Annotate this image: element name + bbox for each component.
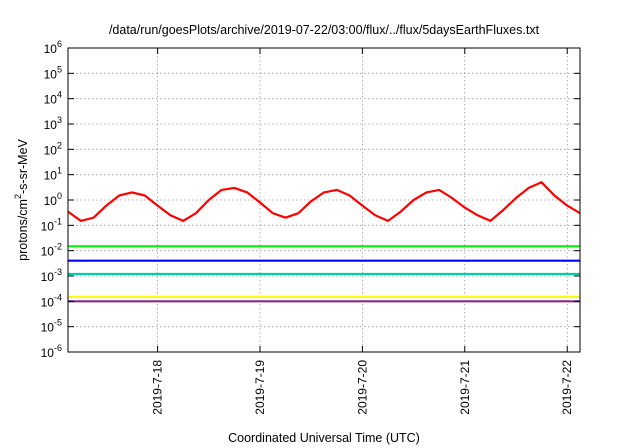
- series-line: [67, 181, 581, 222]
- chart-title: /data/run/goesPlots/archive/2019-07-22/0…: [109, 23, 540, 37]
- grid: [68, 48, 580, 352]
- y-tick-label: 10-1: [41, 216, 62, 233]
- y-tick-label: 104: [44, 90, 62, 107]
- y-tick-label: 106: [44, 39, 62, 56]
- y-tick-label: 100: [44, 191, 62, 208]
- ticks: 10-6 10-5 10-4 10-3 10-2 10-1 100 101 102 103 104 1…: [41, 39, 580, 415]
- x-tick-label: 2019-7-22: [560, 360, 574, 415]
- y-tick-label: 10-5: [41, 318, 62, 335]
- y-tick-label: 10-6: [41, 343, 62, 360]
- x-tick-label: 2019-7-20: [355, 360, 369, 415]
- x-tick-label: 2019-7-21: [458, 360, 472, 415]
- series-layer: [67, 181, 581, 303]
- x-tick-label: 2019-7-18: [151, 360, 165, 415]
- y-tick-label: 10-4: [41, 292, 62, 309]
- y-tick-label: 102: [44, 140, 62, 157]
- y-tick-label: 105: [44, 64, 62, 81]
- y-tick-label: 10-2: [41, 242, 62, 259]
- y-tick-label: 101: [44, 166, 62, 183]
- y-axis-label: protons/cm2-s-sr-MeV: [13, 138, 30, 260]
- x-axis-label: Coordinated Universal Time (UTC): [228, 431, 420, 445]
- x-tick-label: 2019-7-19: [253, 360, 267, 415]
- y-tick-label: 10-3: [41, 267, 62, 284]
- y-tick-label: 103: [44, 115, 62, 132]
